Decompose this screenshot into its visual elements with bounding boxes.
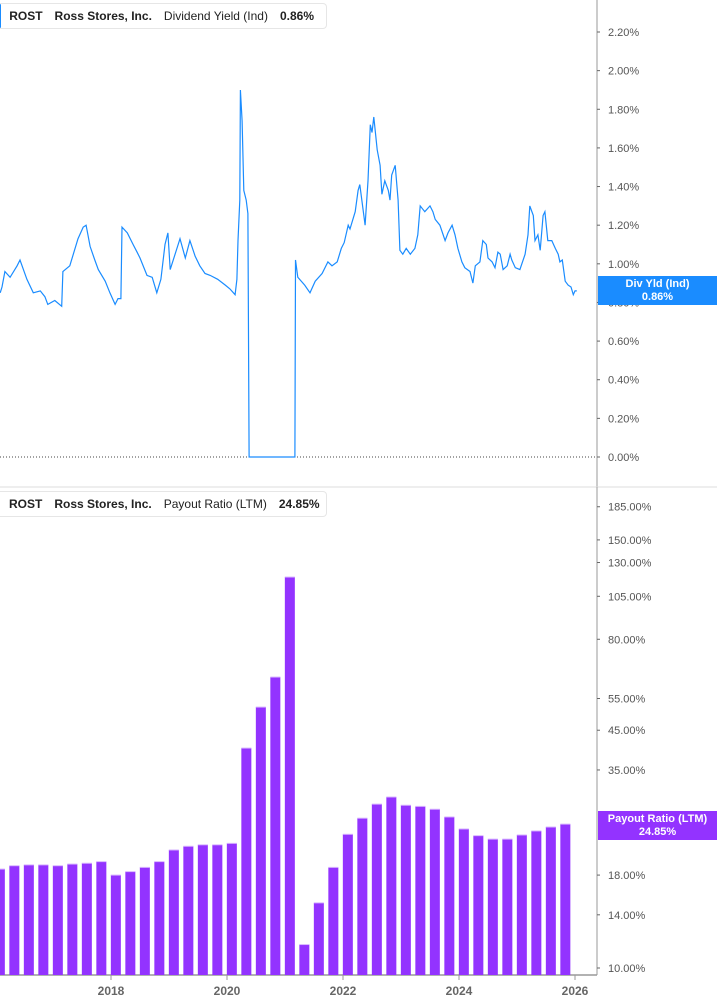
payout-ratio-legend: ROST Ross Stores, Inc. Payout Ratio (LTM… xyxy=(0,491,327,517)
x-tick-label: 2026 xyxy=(562,984,589,998)
legend-company: Ross Stores, Inc. xyxy=(54,9,152,23)
badge-label: Payout Ratio (LTM) xyxy=(607,813,708,825)
payout-bar xyxy=(444,816,455,975)
x-tick-label: 2018 xyxy=(98,984,125,998)
payout-bar xyxy=(473,835,484,975)
payout-bar xyxy=(67,864,78,975)
legend-value: 0.86% xyxy=(279,9,314,23)
payout-bar xyxy=(23,864,34,975)
payout-bar xyxy=(545,826,556,975)
badge-value: 0.86% xyxy=(641,291,674,303)
x-tick-label: 2022 xyxy=(330,984,357,998)
legend-company: Ross Stores, Inc. xyxy=(54,497,152,511)
legend-metric: Payout Ratio (LTM) xyxy=(163,497,267,511)
legend-metric: Dividend Yield (Ind) xyxy=(163,9,268,23)
y-tick-label: 0.20% xyxy=(608,413,639,425)
payout-bar xyxy=(96,861,107,975)
payout-bar xyxy=(284,577,295,975)
y-tick-label: 0.60% xyxy=(608,336,639,348)
payout-bar xyxy=(429,809,440,975)
y-tick-label: 18.00% xyxy=(608,870,646,882)
dividend-yield-legend: ROST Ross Stores, Inc. Dividend Yield (I… xyxy=(0,3,327,29)
payout-bar xyxy=(125,871,136,975)
badge-value: 24.85% xyxy=(638,826,677,838)
y-tick-label: 150.00% xyxy=(608,535,652,547)
y-tick-label: 1.00% xyxy=(608,259,639,271)
x-tick-label: 2024 xyxy=(446,984,473,998)
payout-bar xyxy=(197,844,208,975)
payout-bar xyxy=(9,865,20,975)
payout-bar xyxy=(371,804,382,975)
payout-ratio-badge: Payout Ratio (LTM) 24.85% xyxy=(598,811,717,840)
dividend-yield-panel: 2.20%2.00%1.80%1.60%1.40%1.20%1.00%0.80%… xyxy=(0,0,717,488)
y-tick-label: 0.00% xyxy=(608,452,639,464)
legend-ticker: ROST xyxy=(9,9,43,23)
y-tick-label: 80.00% xyxy=(608,634,646,646)
payout-bar xyxy=(255,707,266,975)
payout-bar xyxy=(241,748,252,975)
x-tick-label: 2020 xyxy=(214,984,241,998)
y-tick-label: 130.00% xyxy=(608,558,652,570)
payout-bar xyxy=(531,830,542,975)
y-tick-label: 10.00% xyxy=(608,963,646,975)
payout-bar xyxy=(516,834,527,975)
payout-bar xyxy=(400,805,411,975)
y-tick-label: 1.60% xyxy=(608,143,639,155)
badge-label: Div Yld (Ind) xyxy=(625,278,690,290)
payout-bar xyxy=(270,677,281,975)
y-tick-label: 0.40% xyxy=(608,375,639,387)
y-tick-label: 1.80% xyxy=(608,104,639,116)
y-tick-label: 1.20% xyxy=(608,220,639,232)
y-tick-label: 55.00% xyxy=(608,694,646,706)
y-tick-label: 2.20% xyxy=(608,27,639,39)
y-tick-label: 1.40% xyxy=(608,182,639,194)
payout-bar xyxy=(458,828,469,975)
y-tick-label: 2.00% xyxy=(608,66,639,78)
payout-bar xyxy=(168,849,179,975)
payout-bar xyxy=(299,944,310,975)
payout-bar xyxy=(81,863,92,975)
payout-bar xyxy=(212,844,223,975)
legend-ticker: ROST xyxy=(9,497,43,511)
payout-bar xyxy=(154,861,165,975)
y-tick-label: 14.00% xyxy=(608,910,646,922)
payout-bar xyxy=(328,867,339,975)
dividend-yield-badge: Div Yld (Ind) 0.86% xyxy=(598,276,717,305)
payout-bar xyxy=(357,818,368,975)
y-tick-label: 45.00% xyxy=(608,725,646,737)
payout-bar xyxy=(38,864,49,975)
y-tick-label: 185.00% xyxy=(608,502,652,514)
payout-bar xyxy=(342,834,353,975)
payout-bar xyxy=(0,869,5,975)
payout-bar xyxy=(386,796,397,975)
dividend-yield-line xyxy=(0,89,577,458)
payout-bar xyxy=(226,843,237,975)
payout-bar xyxy=(487,839,498,975)
y-tick-label: 105.00% xyxy=(608,591,652,603)
payout-ratio-panel: 185.00% 150.00% 130.00% 105.00% 80.00% 55.00%… xyxy=(0,487,652,998)
y-tick-label: 35.00% xyxy=(608,765,646,777)
payout-bar xyxy=(183,846,194,975)
payout-bar xyxy=(52,865,63,975)
payout-bar xyxy=(560,824,571,975)
payout-bar xyxy=(313,902,324,975)
payout-bar xyxy=(139,867,150,975)
payout-bar xyxy=(110,875,121,975)
payout-bar xyxy=(502,839,513,975)
payout-bar xyxy=(415,806,426,975)
legend-value: 24.85% xyxy=(278,497,320,511)
